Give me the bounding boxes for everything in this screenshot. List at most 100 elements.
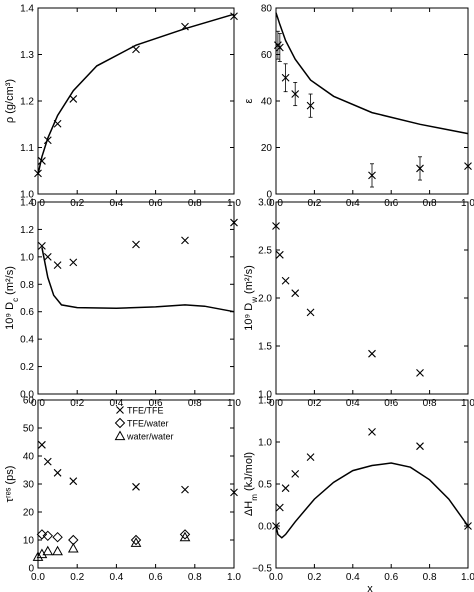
y-tick-label: 0.0 [20, 390, 34, 401]
plot-frame [275, 399, 469, 569]
data-point-triangle [52, 545, 63, 556]
y-tick-label: 50 [23, 424, 35, 435]
x-tick-label: 0.8 [188, 572, 202, 583]
label-part: x [367, 583, 373, 592]
y-tick-label: 1.4 [20, 4, 34, 15]
y-axis-label: τʳᵉˢ (ps) [4, 466, 16, 503]
data-point-x [368, 349, 376, 358]
legend-marker-diamond [114, 417, 126, 429]
data-point-x [275, 43, 284, 52]
y-tick-label: 20 [23, 508, 35, 519]
label-subscript: w [250, 297, 259, 304]
label-part: ΔH [243, 501, 255, 516]
fit-curve [275, 12, 469, 135]
y-tick-label: 3.0 [258, 198, 272, 209]
x-tick-label: 0.0 [31, 572, 45, 583]
data-point-x [230, 488, 238, 497]
y-tick-label: 0 [266, 190, 272, 201]
data-point-x [53, 261, 62, 269]
data-point-x [306, 453, 315, 462]
label-part: τʳᵉˢ (ps) [4, 466, 16, 503]
label-subscript: m [250, 494, 259, 501]
y-tick-label: 40 [23, 452, 35, 463]
legend-label: TFE/water [127, 419, 169, 429]
data-point-x [416, 368, 424, 377]
y-tick-label: 1.5 [258, 342, 272, 353]
label-part: ε [243, 98, 255, 103]
y-tick-label: 2.0 [258, 294, 272, 305]
data-point-x [272, 222, 280, 230]
data-point-diamond [52, 531, 63, 543]
data-point-x [291, 470, 300, 478]
y-axis-label: 10⁹ Dc (m²/s) [4, 266, 20, 330]
y-tick-label: 30 [23, 480, 35, 491]
y-tick-label: 1.0 [258, 390, 272, 401]
data-point-triangle [32, 551, 44, 561]
data-point-x [416, 164, 424, 173]
plot-frame [37, 201, 235, 395]
data-point-x [181, 236, 189, 245]
label-part: (kJ/mol) [243, 452, 255, 494]
panel-3: 0.0 0.2 0.4 0.6 0.8 1.00.00.20.40.60.81.01.21… [4, 198, 241, 410]
y-axis-label: 10⁹ Dw (m²/s) [243, 265, 259, 331]
y-tick-label: 1.0 [20, 252, 34, 263]
y-tick-label: 80 [261, 4, 273, 15]
data-point-x [43, 252, 52, 261]
y-tick-label: 1.1 [20, 143, 34, 154]
data-point-x [281, 73, 290, 82]
fit-curve [275, 462, 469, 539]
y-tick-label: 1.2 [20, 97, 34, 108]
y-axis-label: ε [243, 98, 255, 103]
data-point-x [306, 101, 315, 110]
x-tick-label: 0.4 [346, 572, 360, 583]
x-tick-label: 1.0 [227, 572, 241, 583]
y-tick-label: 20 [261, 143, 273, 154]
label-part: (m²/s) [243, 265, 255, 297]
data-point-x [53, 468, 62, 477]
x-tick-label: 0.2 [307, 572, 321, 583]
x-tick-label: 0.0 [269, 572, 283, 583]
x-tick-label: 0.2 [70, 572, 84, 583]
x-tick-label: 0.6 [384, 572, 398, 583]
panel-2: 0.00.20.40.60.81.0020406080ε [243, 4, 474, 210]
data-point-x [416, 442, 424, 451]
label-part: 10⁹ D [4, 302, 16, 330]
x-tick-label: 1.0 [461, 572, 474, 583]
y-tick-label: 10 [23, 536, 35, 547]
data-point-x [69, 477, 78, 486]
data-point-triangle [179, 531, 191, 542]
data-point-x [275, 250, 284, 259]
y-axis-label: ρ (g/cm³) [4, 79, 16, 123]
legend-marker-triangle [114, 430, 126, 441]
y-tick-label: 0.5 [258, 480, 272, 491]
data-point-x [281, 276, 290, 285]
y-tick-label: 1.0 [258, 438, 272, 449]
data-point-x [38, 241, 46, 250]
fit-curve [41, 247, 235, 313]
panel-5: 0.0 0.2 0.4 0.6 0.8 1.0 0 10 20 30 40 50 60 τʳᵉˢ (ps)… [4, 396, 241, 584]
data-point-x [69, 258, 78, 267]
data-point-x [181, 485, 189, 494]
y-tick-label: 0.8 [20, 280, 34, 291]
data-point-diamond [130, 534, 142, 546]
y-tick-label: −0.5 [252, 564, 272, 575]
data-point-x [38, 157, 46, 165]
data-point-x [306, 308, 315, 317]
data-point-x [368, 171, 376, 180]
y-tick-label: 1.2 [20, 225, 34, 236]
data-point-x [230, 218, 238, 227]
x-tick-label: 0.4 [109, 572, 123, 583]
y-tick-label: 2.5 [258, 246, 272, 257]
y-tick-label: 0 [28, 564, 34, 575]
data-point-diamond [179, 529, 191, 540]
x-tick-label: 0.6 [149, 572, 163, 583]
data-point-diamond [42, 530, 54, 542]
x-tick-label: 0.8 [423, 572, 437, 583]
data-point-x [464, 162, 472, 170]
data-point-triangle [130, 537, 142, 547]
y-tick-label: 0.6 [20, 307, 34, 318]
data-point-triangle [42, 545, 54, 556]
data-point-x [291, 90, 300, 98]
